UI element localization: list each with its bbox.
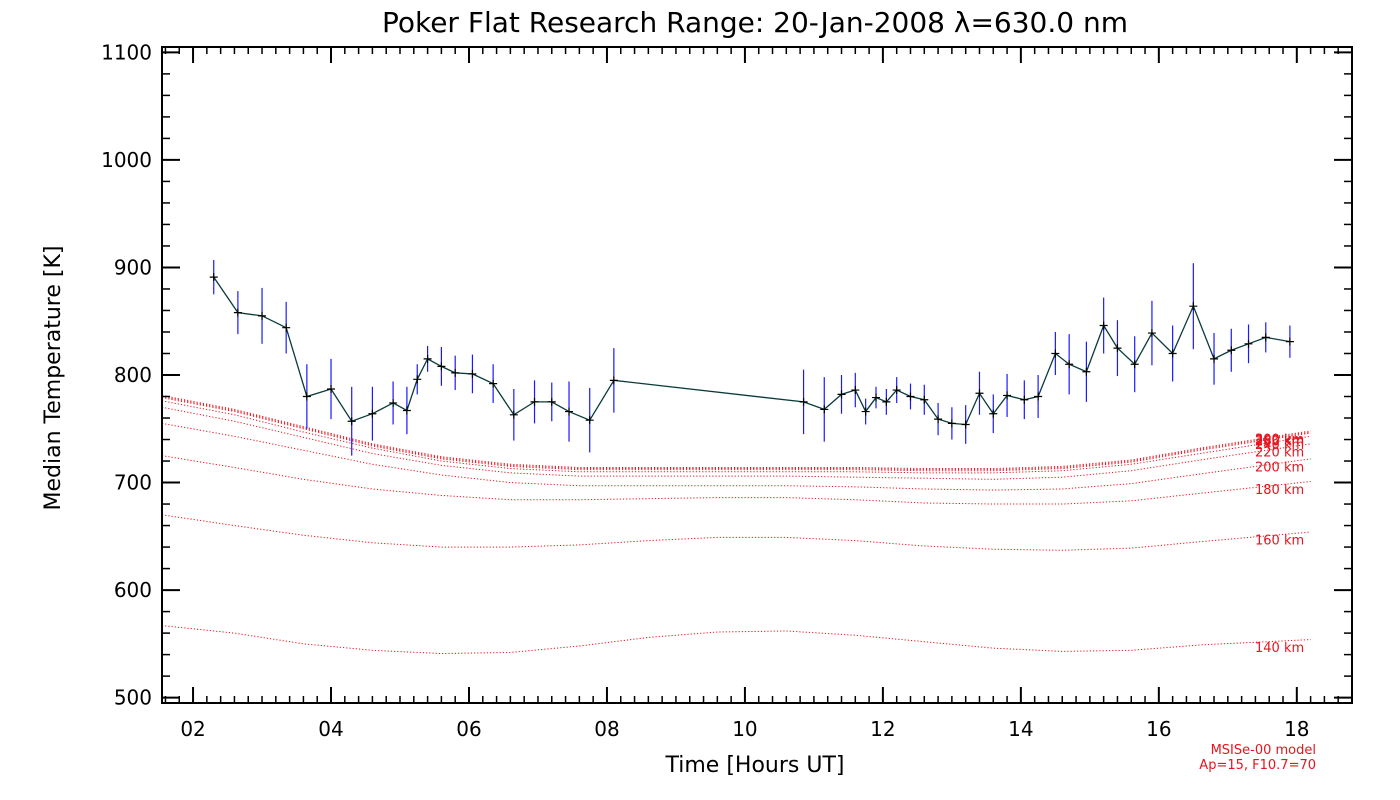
y-tick-label: 500: [114, 686, 152, 710]
x-tick-label: 12: [870, 717, 895, 741]
y-axis-label: Median Temperature [K]: [41, 246, 66, 511]
data-point: [468, 369, 477, 378]
y-tick-label: 900: [114, 255, 152, 279]
model-curve-label: 220 km: [1255, 445, 1304, 460]
data-point: [1003, 391, 1012, 400]
data-point: [1227, 346, 1236, 355]
model-curve: [161, 625, 1311, 655]
data-point: [233, 308, 242, 317]
data-point: [799, 397, 808, 406]
data-point: [282, 323, 291, 332]
data-point: [368, 409, 377, 418]
data-point: [1099, 321, 1108, 330]
data-point: [1210, 354, 1219, 363]
data-point: [1147, 329, 1156, 338]
y-tick-label: 700: [114, 471, 152, 495]
data-point: [1130, 360, 1139, 369]
model-curve-label: 240 km: [1255, 438, 1304, 453]
model-note-line2: Ap=15, F10.7=70: [1199, 758, 1316, 773]
data-point: [947, 419, 956, 428]
data-point: [872, 393, 880, 402]
data-point: [920, 395, 929, 404]
model-curve: [161, 514, 1311, 551]
data-point: [1034, 392, 1043, 401]
data-series: [209, 259, 1294, 456]
data-point: [882, 397, 891, 406]
data-point: [509, 410, 518, 419]
x-tick-label: 14: [1008, 717, 1033, 741]
y-tick-label: 800: [114, 363, 152, 387]
data-point: [1244, 339, 1253, 348]
model-curve: [161, 397, 1311, 472]
data-point: [1189, 302, 1198, 311]
x-tick-label: 02: [180, 717, 205, 741]
data-point: [906, 392, 915, 401]
data-point: [1168, 349, 1177, 358]
y-tick-label: 600: [114, 578, 152, 602]
axes: 02 04 06 08 10 12 14 16 18 500 600 700 800 900 1000 110…: [101, 40, 1353, 741]
data-point: [209, 273, 218, 282]
model-curve-label: 200 km: [1255, 460, 1304, 475]
data-point: [565, 407, 574, 416]
data-point: [609, 376, 618, 385]
model-curve: [161, 455, 1311, 505]
data-point: [530, 397, 539, 406]
data-point: [302, 392, 311, 401]
model-curve: [161, 396, 1311, 471]
model-curve: [161, 400, 1311, 474]
data-point: [1051, 349, 1060, 358]
x-tick-label: 08: [594, 717, 619, 741]
y-tick-label: 1000: [101, 148, 152, 172]
data-point: [451, 368, 460, 377]
data-point: [489, 379, 498, 388]
data-point: [327, 384, 336, 393]
x-tick-label: 10: [732, 717, 757, 741]
data-point: [961, 420, 970, 429]
data-point: [934, 415, 943, 424]
data-point: [437, 362, 446, 371]
model-curve: [161, 406, 1311, 480]
data-point: [423, 354, 432, 363]
data-point: [347, 417, 356, 426]
data-point: [1113, 344, 1122, 353]
model-curve-label: 180 km: [1255, 483, 1304, 498]
model-curve-label: 160 km: [1255, 534, 1304, 549]
data-point: [1082, 367, 1091, 376]
data-point: [402, 406, 411, 415]
x-tick-label: 18: [1284, 717, 1309, 741]
data-point: [585, 416, 594, 425]
data-point: [892, 386, 901, 395]
model-curve: [161, 394, 1311, 470]
model-curve-label: 300 km: [1255, 433, 1304, 448]
data-point: [837, 390, 846, 399]
data-point: [989, 409, 998, 418]
data-point: [851, 386, 860, 395]
x-tick-label: 04: [318, 717, 343, 741]
data-point: [975, 389, 984, 398]
data-point: [1285, 337, 1294, 346]
x-tick-label: 16: [1146, 717, 1171, 741]
plot-frame: [161, 46, 1353, 704]
data-point: [1065, 360, 1074, 369]
data-point: [547, 397, 556, 406]
model-note-line1: MSISe-00 model: [1211, 743, 1316, 758]
model-curve-label: 140 km: [1255, 641, 1304, 656]
data-point: [258, 311, 267, 320]
x-axis-label: Time [Hours UT]: [665, 753, 845, 778]
model-curve: [161, 422, 1311, 491]
chart-title: Poker Flat Research Range: 20-Jan-2008 λ…: [382, 6, 1128, 39]
data-point: [413, 375, 422, 384]
data-line: [213, 276, 1291, 426]
data-point: [1261, 333, 1270, 342]
data-point: [389, 398, 398, 407]
data-point: [861, 407, 870, 416]
data-point: [820, 405, 829, 414]
x-tick-label: 06: [456, 717, 481, 741]
y-tick-label: 1100: [101, 40, 152, 64]
data-point: [1020, 395, 1029, 404]
